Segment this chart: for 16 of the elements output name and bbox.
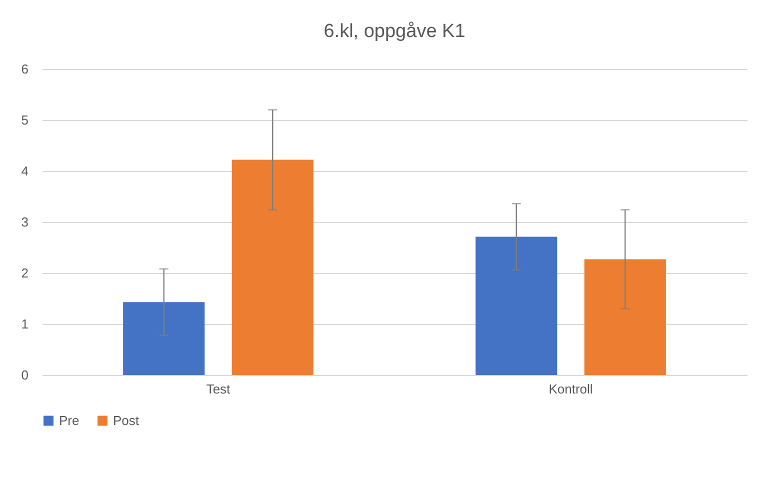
y-tick-label: 1 — [21, 316, 28, 332]
x-tick-label: Test — [206, 382, 231, 396]
chart-title: 6.kl, oppgåve K1 — [324, 21, 466, 42]
legend-label: Post — [113, 412, 140, 428]
bar — [476, 236, 558, 375]
bar — [584, 259, 666, 375]
y-tick-label: 5 — [21, 112, 28, 128]
bar — [232, 160, 314, 375]
x-tick-label: Kontroll — [548, 382, 593, 396]
bar — [123, 302, 205, 375]
legend-label: Pre — [59, 412, 80, 428]
y-tick-label: 6 — [21, 62, 28, 76]
y-tick-label: 3 — [21, 214, 28, 230]
y-tick-label: 4 — [21, 164, 28, 178]
y-tick-label: 2 — [21, 266, 28, 280]
y-tick-label: 0 — [21, 368, 28, 382]
